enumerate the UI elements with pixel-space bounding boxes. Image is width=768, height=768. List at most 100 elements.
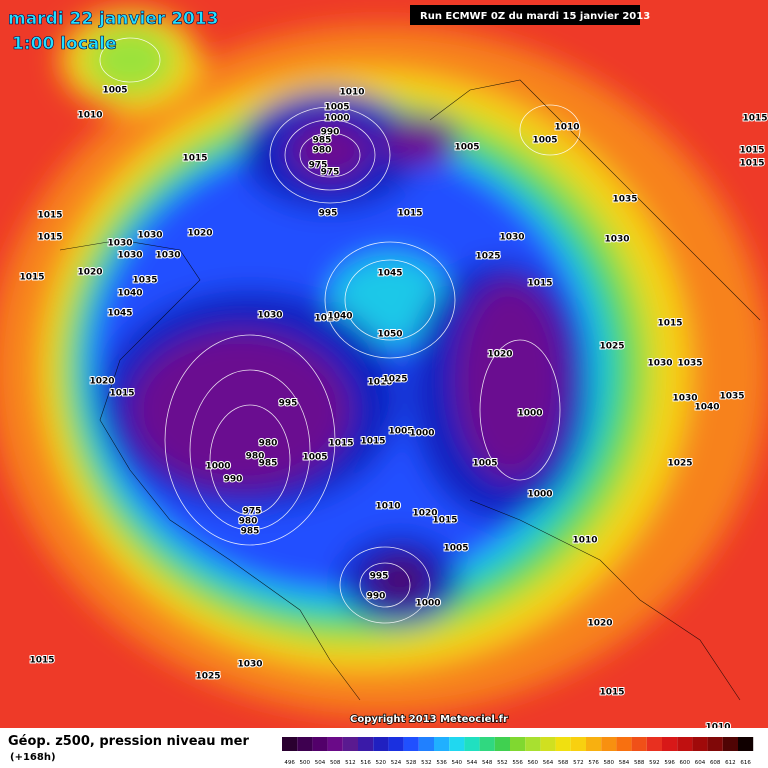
legend-swatch [570,737,586,751]
isobar-label: 1015 [432,516,457,526]
isobar-label: 1025 [382,375,407,385]
legend-swatch [631,737,647,751]
legend-swatch [479,737,495,751]
isobar-label: 1010 [339,88,364,98]
isobar-label: 1040 [117,289,142,299]
isobar-label: 1030 [647,359,672,369]
isobar-label: 1015 [599,688,624,698]
isobar-label: 1030 [672,394,697,404]
isobar-label: 1000 [527,490,552,500]
legend-label: 564 [543,760,554,766]
isobar-label: 1010 [367,378,392,388]
legend-swatch [601,737,617,751]
isobar-label: 1030 [117,251,142,261]
legend-label: 544 [467,760,478,766]
isobar-label: 990 [321,128,340,138]
isobar-label: 1025 [667,459,692,469]
isobar-label: 1030 [499,233,524,243]
isobar-label: 1010 [554,123,579,133]
legend-swatch [434,737,450,751]
legend-swatch [586,737,602,751]
time-title: 1:00 locale [12,34,117,54]
legend-swatch [525,737,541,751]
isobar-label: 1050 [377,330,402,340]
legend-label: 568 [558,760,569,766]
isobar-label: 985 [259,459,278,469]
color-legend: 496 500 504 508 512 516 520 524 528 532 536 540 544 5… [282,737,754,766]
isobar-label: 1010 [314,314,339,324]
legend-label: 528 [406,760,417,766]
legend-label: 548 [482,760,493,766]
legend-swatch [646,737,662,751]
legend-swatch [738,737,754,751]
isobar-label: 1005 [454,143,479,153]
isobar-label: 985 [241,527,260,537]
isobar-label: 1000 [517,409,542,419]
isobar-label: 1020 [487,350,512,360]
legend-label: 592 [649,760,660,766]
date-title: mardi 22 janvier 2013 [8,9,219,29]
legend-label: 536 [436,760,447,766]
isobar-label: 975 [243,507,262,517]
isobar-label: 990 [367,592,386,602]
legend-label: 584 [619,760,630,766]
legend-label: 512 [345,760,356,766]
legend-swatch [662,737,678,751]
isobar-label: 995 [319,209,338,219]
isobar-label: 1035 [677,359,702,369]
legend-label: 572 [573,760,584,766]
run-banner [410,5,640,25]
legend-label: 500 [300,760,311,766]
legend-label: 616 [740,760,751,766]
legend-swatch [449,737,465,751]
isobar-label: 975 [309,161,328,171]
isobar-label: 1000 [205,462,230,472]
legend-label: 556 [512,760,523,766]
isobar-label: 1020 [77,268,102,278]
isobar-label: 980 [313,146,332,156]
isobar-label: 1045 [107,309,132,319]
isobar-label: 1030 [237,660,262,670]
isobar-label: 1000 [324,114,349,124]
isobar-label: 1030 [257,311,282,321]
legend-label: 524 [391,760,402,766]
legend-swatch [327,737,343,751]
legend-swatch [692,737,708,751]
field-map: 1005 1010 1015 1015 1015 1030 1030 1020 1030 1030… [0,0,768,728]
isobar-label: 1015 [397,209,422,219]
isobar-label: 975 [321,168,340,178]
isobar-label: 1010 [375,502,400,512]
isobar-label: 1025 [599,342,624,352]
legend-swatch [510,737,526,751]
legend-label: 504 [315,760,326,766]
legend-label: 552 [497,760,508,766]
footer-title: Géop. z500, pression niveau mer [8,734,249,749]
legend-swatch [540,737,556,751]
legend-swatch [312,737,328,751]
legend-label: 576 [588,760,599,766]
isobar-label: 1015 [19,273,44,283]
isobar-label: 1030 [155,251,180,261]
legend-swatch [373,737,389,751]
legend-label: 580 [604,760,615,766]
legend-label: 600 [680,760,691,766]
isobar-label: 1005 [532,136,557,146]
isobar-label: 1015 [657,319,682,329]
isobar-label: 1000 [409,429,434,439]
legend-label: 612 [725,760,736,766]
isobar-label: 1015 [360,437,385,447]
legend-swatch [403,737,419,751]
isobar-label: 995 [370,572,389,582]
isobar-label: 1025 [195,672,220,682]
legend-label: 520 [376,760,387,766]
isobar-label: 980 [259,439,278,449]
isobar-label: 1020 [412,509,437,519]
legend-swatch [677,737,693,751]
legend-swatch [722,737,738,751]
isobar-label: 1015 [182,154,207,164]
isobar-label: 1015 [739,146,764,156]
isobar-label: 1030 [137,231,162,241]
isobar-label: 1005 [472,459,497,469]
copyright: Copyright 2013 Meteociel.fr [350,714,508,725]
